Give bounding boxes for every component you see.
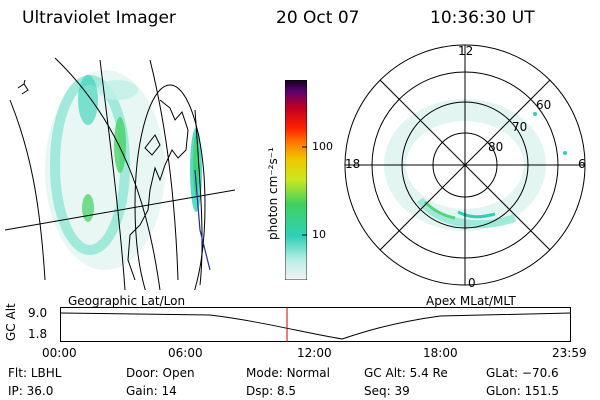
aurora-emission-right [384, 99, 567, 231]
info-seq: Seq: 39 [364, 384, 410, 398]
geographic-image-panel [4, 57, 236, 290]
coastline [127, 99, 189, 281]
info-glon: GLon: 151.5 [486, 384, 559, 398]
info-gain: Gain: 14 [126, 384, 177, 398]
terminator-line [194, 169, 211, 271]
left-panel-caption: Geographic Lat/Lon [68, 294, 186, 308]
info-dsp: Dsp: 8.5 [246, 384, 297, 398]
altitude-xtick-1200: 12:00 [297, 346, 332, 360]
colorbar [285, 80, 307, 280]
altitude-ylabel: GC Alt [4, 303, 18, 341]
mlt-label-18: 18 [345, 157, 361, 171]
mlat-label-60: 60 [536, 98, 552, 112]
info-flt: Flt: LBHL [8, 366, 62, 380]
mlt-label-0: 0 [468, 276, 476, 290]
altitude-xtick-1800: 18:00 [423, 346, 458, 360]
colorbar-tick-10: 10 [312, 228, 326, 241]
polar-mlat-mlt-plot [344, 44, 586, 286]
header-date: 20 Oct 07 [276, 8, 360, 28]
info-glat: GLat: −70.6 [486, 366, 559, 380]
mlt-label-6: 6 [578, 157, 586, 171]
mlt-label-12: 12 [458, 44, 474, 58]
mlat-label-70: 70 [512, 120, 528, 134]
altitude-ytick-top: 9.0 [28, 306, 48, 320]
info-ip: IP: 36.0 [8, 384, 54, 398]
altitude-xtick-2359: 23:59 [552, 346, 587, 360]
info-door: Door: Open [126, 366, 195, 380]
altitude-xtick-0000: 00:00 [42, 346, 77, 360]
altitude-xtick-0600: 06:00 [168, 346, 203, 360]
header-time: 10:36:30 UT [430, 8, 535, 28]
info-mode: Mode: Normal [246, 366, 330, 380]
altitude-curve [60, 312, 572, 340]
sun-direction-icon [17, 79, 29, 95]
info-gc-alt: GC Alt: 5.4 Re [364, 366, 448, 380]
mlat-label-80: 80 [488, 140, 504, 154]
altitude-plot [60, 307, 572, 342]
colorbar-tick-100: 100 [312, 140, 333, 153]
aurora-emission-left [45, 70, 202, 270]
colorbar-unit-label: photon cm⁻²s⁻¹ [266, 147, 280, 240]
header-title: Ultraviolet Imager [22, 8, 176, 28]
lat-lon-grid [4, 57, 236, 290]
right-panel-caption: Apex MLat/MLT [426, 294, 516, 308]
altitude-ytick-bottom: 1.8 [28, 327, 48, 341]
polar-grid [344, 44, 586, 286]
